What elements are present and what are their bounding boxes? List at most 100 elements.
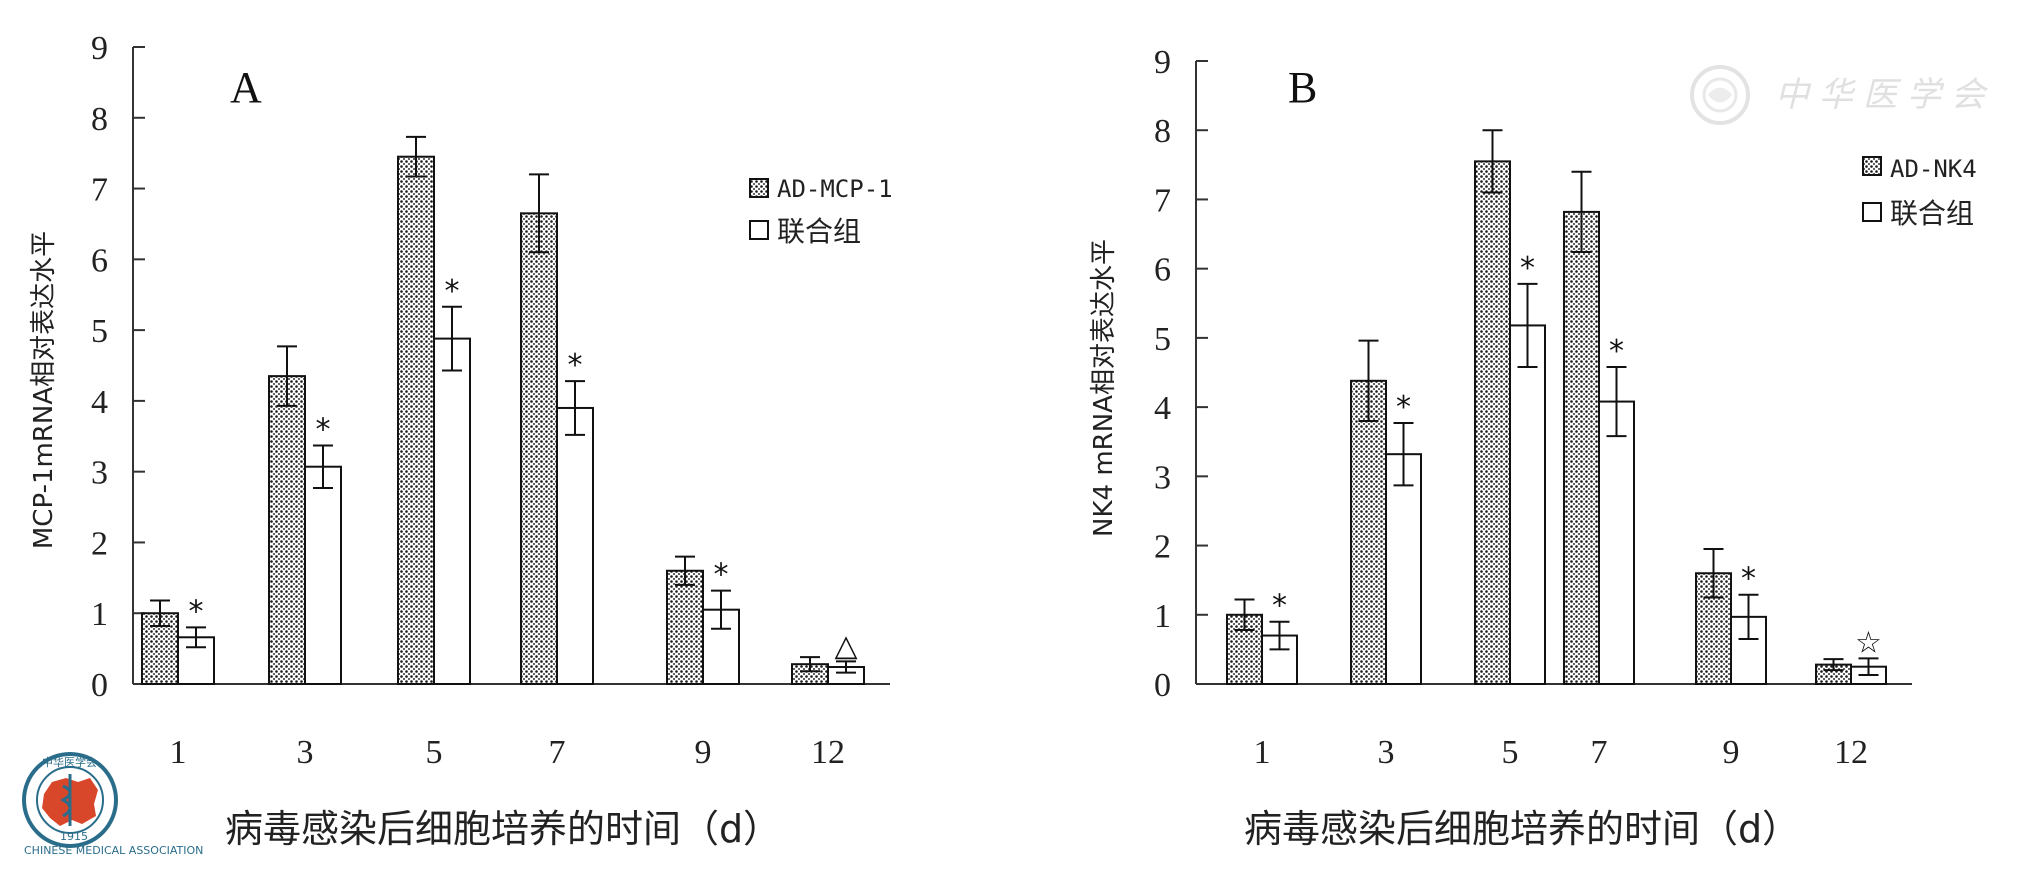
y-tick-label: 9 (1154, 44, 1171, 81)
panel-b-legend-series-1: AD-NK4 (1890, 155, 1977, 183)
significance-marker: ☆ (1855, 625, 1882, 660)
logo-top-text: 中华医学会 (42, 755, 97, 769)
bar-combined-3 (304, 465, 342, 685)
error-bar-combined-3 (1393, 422, 1414, 487)
panel-a-legend-series-2: 联合组 (777, 215, 861, 248)
y-tick-label: 0 (1154, 667, 1171, 704)
y-tick-label: 7 (91, 172, 108, 209)
x-tick-label: 5 (426, 734, 443, 771)
bar-AD-NK4-1 (1226, 613, 1263, 685)
panel-b-legend: AD-NK4 联合组 (1862, 155, 1977, 230)
significance-marker: * (568, 348, 583, 383)
error-bar-AD-MCP-1-7 (529, 173, 549, 254)
panel-b-x-axis-label: 病毒感染后细胞培养的时间（d） (1244, 807, 1800, 851)
error-bar-combined-9 (711, 589, 731, 630)
y-tick-label: 3 (91, 455, 108, 492)
x-tick-label: 9 (1723, 734, 1740, 771)
caduceus-icon (59, 774, 72, 826)
significance-marker: * (1396, 390, 1411, 425)
panel-b-y-axis-label: NK4 mRNA相对表达水平 (1089, 239, 1119, 537)
error-bar-combined-12 (836, 660, 856, 674)
chart-panel-a: A MCP-1mRNA相对表达水平 病毒感染后细胞培养的时间（d） AD-MCP… (29, 30, 893, 851)
error-bar-combined-9 (1738, 593, 1759, 641)
error-bar-combined-5 (442, 305, 462, 372)
error-bar-combined-7 (565, 380, 585, 436)
y-tick-label: 8 (1154, 113, 1171, 150)
error-bar-AD-MCP-1-1 (150, 599, 170, 627)
significance-marker: * (445, 274, 460, 309)
x-tick-label: 5 (1502, 734, 1519, 771)
bar-AD-NK4-3 (1350, 379, 1387, 685)
significance-marker: * (1609, 334, 1624, 369)
significance-marker: * (316, 412, 331, 447)
bar-AD-MCP-1-7 (520, 212, 558, 685)
significance-marker: * (1741, 562, 1756, 597)
panel-a-legend-series-1: AD-MCP-1 (777, 175, 893, 203)
bar-AD-NK4-5 (1474, 160, 1511, 686)
significance-marker: * (1272, 589, 1287, 624)
legend-swatch-open (749, 220, 769, 240)
significance-marker: * (1520, 251, 1535, 286)
logo-bottom-text: CHINESE MEDICAL ASSOCIATION (24, 844, 203, 857)
error-bar-AD-MCP-1-3 (277, 345, 297, 407)
bar-combined-7 (556, 406, 594, 685)
x-tick-label: 7 (549, 734, 566, 771)
x-tick-label: 1 (1254, 734, 1271, 771)
y-tick-label: 7 (1154, 182, 1171, 219)
chart-panel-b: B NK4 mRNA相对表达水平 病毒感染后细胞培养的时间（d） AD-NK4 … (1089, 44, 1977, 851)
error-bar-AD-NK4-5 (1482, 129, 1503, 194)
panel-a-legend: AD-MCP-1 联合组 (749, 175, 893, 248)
error-bar-combined-1 (1269, 620, 1290, 651)
y-tick-label: 0 (91, 667, 108, 704)
y-tick-label: 4 (91, 384, 108, 421)
significance-marker: △ (834, 628, 857, 663)
legend-swatch-dotted (1862, 156, 1882, 176)
error-bar-AD-NK4-3 (1358, 339, 1379, 422)
y-tick-label: 5 (91, 313, 108, 350)
y-tick-label: 8 (91, 101, 108, 138)
error-bar-combined-12 (1858, 657, 1879, 677)
panel-a-y-axis-label: MCP-1mRNA相对表达水平 (29, 231, 59, 549)
x-tick-label: 12 (1834, 734, 1868, 771)
bar-combined-5 (1509, 324, 1546, 685)
y-tick-label: 6 (91, 242, 108, 279)
y-tick-label: 9 (91, 30, 108, 67)
y-tick-label: 2 (1154, 529, 1171, 566)
watermark-emblem-icon (1690, 65, 1750, 125)
error-bar-AD-MCP-1-9 (675, 555, 695, 586)
x-tick-label: 1 (170, 734, 187, 771)
y-tick-label: 2 (91, 525, 108, 562)
watermark: 中华医学会 (1690, 65, 1985, 125)
panel-a-label: A (230, 63, 262, 112)
bar-AD-MCP-1-9 (666, 569, 704, 685)
y-tick-label: 1 (91, 596, 108, 633)
y-tick-label: 1 (1154, 598, 1171, 635)
bar-combined-3 (1385, 453, 1422, 685)
significance-marker: * (714, 558, 729, 593)
error-bar-AD-NK4-12 (1823, 658, 1844, 672)
y-tick-label: 3 (1154, 459, 1171, 496)
error-bar-AD-NK4-7 (1571, 170, 1592, 254)
bar-combined-5 (433, 337, 471, 685)
error-bar-combined-1 (186, 626, 206, 649)
significance-marker: * (189, 594, 204, 629)
bar-combined-7 (1598, 400, 1635, 685)
bar-AD-MCP-1-3 (268, 375, 306, 685)
x-tick-label: 3 (297, 734, 314, 771)
legend-swatch-dotted (749, 178, 769, 198)
panel-a-x-axis-label: 病毒感染后细胞培养的时间（d） (225, 807, 781, 851)
x-tick-label: 12 (811, 734, 845, 771)
panel-b-legend-series-2: 联合组 (1890, 197, 1974, 230)
x-tick-label: 3 (1378, 734, 1395, 771)
logo-year: 1915 (60, 830, 88, 843)
bar-AD-MCP-1-5 (397, 155, 435, 685)
error-bar-combined-5 (1517, 282, 1538, 368)
error-bar-combined-7 (1606, 365, 1627, 438)
error-bar-AD-NK4-1 (1234, 598, 1255, 632)
error-bar-AD-MCP-1-12 (800, 656, 820, 673)
error-bar-combined-3 (313, 444, 333, 489)
panel-b-label: B (1288, 63, 1317, 112)
